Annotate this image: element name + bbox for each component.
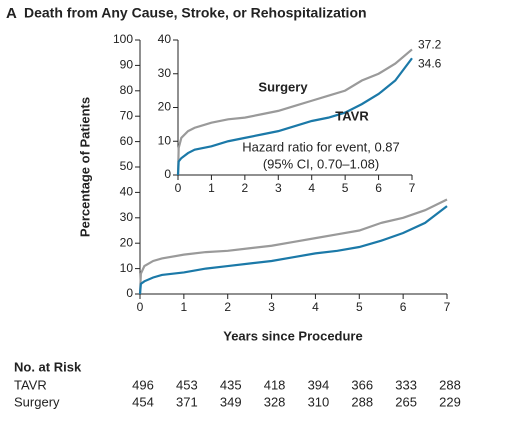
x-tick-label: 6 [400, 300, 407, 314]
x-tick-label: 4 [312, 300, 319, 314]
risk-count: 394 [308, 377, 330, 392]
annotation: Hazard ratio for event, 0.87 [242, 139, 400, 154]
row-label: TAVR [14, 377, 47, 392]
x-tick-label: 6 [375, 181, 382, 195]
risk-count: 453 [176, 377, 198, 392]
curve [176, 57, 413, 176]
x-tick-label: 2 [224, 300, 231, 314]
x-tick-label: 1 [208, 181, 215, 195]
risk-count: 310 [308, 394, 330, 409]
x-tick-label: 4 [308, 181, 315, 195]
series-label: TAVR [335, 108, 369, 123]
end-label: 34.6 [418, 56, 442, 70]
y-tick-label: 10 [120, 261, 134, 275]
y-tick-label: 0 [126, 286, 133, 300]
curve [138, 205, 448, 295]
y-tick-label: 40 [158, 32, 172, 46]
x-tick-label: 3 [275, 181, 282, 195]
y-tick-label: 100 [113, 32, 133, 46]
x-tick-label: 1 [181, 300, 188, 314]
curve [138, 198, 448, 295]
end-label: 37.2 [418, 38, 442, 52]
panel-label: A [6, 5, 17, 22]
x-tick-label: 5 [342, 181, 349, 195]
x-tick-label: 5 [356, 300, 363, 314]
y-tick-label: 0 [164, 167, 171, 181]
x-tick-label: 0 [137, 300, 144, 314]
y-tick-label: 70 [120, 108, 134, 122]
y-axis-title: Percentage of Patients [77, 97, 92, 237]
risk-count: 366 [351, 377, 373, 392]
risk-count: 496 [132, 377, 154, 392]
x-tick-label: 7 [444, 300, 451, 314]
y-tick-label: 80 [120, 83, 134, 97]
table-title: No. at Risk [14, 359, 82, 374]
x-axis-title: Years since Procedure [223, 328, 362, 343]
y-tick-label: 30 [120, 210, 134, 224]
risk-count: 265 [395, 394, 417, 409]
y-tick-label: 20 [120, 235, 134, 249]
risk-count: 288 [439, 377, 461, 392]
x-tick-label: 0 [175, 181, 182, 195]
y-tick-label: 60 [120, 134, 134, 148]
x-tick-label: 3 [268, 300, 275, 314]
x-tick-label: 7 [409, 181, 416, 195]
curve [176, 48, 413, 176]
series-label: Surgery [258, 79, 308, 94]
y-tick-label: 90 [120, 58, 134, 72]
y-tick-label: 20 [158, 100, 172, 114]
risk-count: 435 [220, 377, 242, 392]
risk-count: 229 [439, 394, 461, 409]
risk-count: 328 [264, 394, 286, 409]
chart-title: Death from Any Cause, Stroke, or Rehospi… [24, 5, 367, 21]
y-tick-label: 10 [158, 133, 172, 147]
risk-count: 454 [132, 394, 154, 409]
risk-count: 333 [395, 377, 417, 392]
y-tick-label: 40 [120, 185, 134, 199]
risk-count: 418 [264, 377, 286, 392]
y-tick-label: 50 [120, 159, 134, 173]
risk-count: 371 [176, 394, 198, 409]
annotation: (95% CI, 0.70–1.08) [263, 156, 379, 171]
x-tick-label: 2 [242, 181, 249, 195]
risk-count: 288 [351, 394, 373, 409]
row-label: Surgery [14, 394, 60, 409]
y-tick-label: 30 [158, 66, 172, 80]
risk-count: 349 [220, 394, 242, 409]
